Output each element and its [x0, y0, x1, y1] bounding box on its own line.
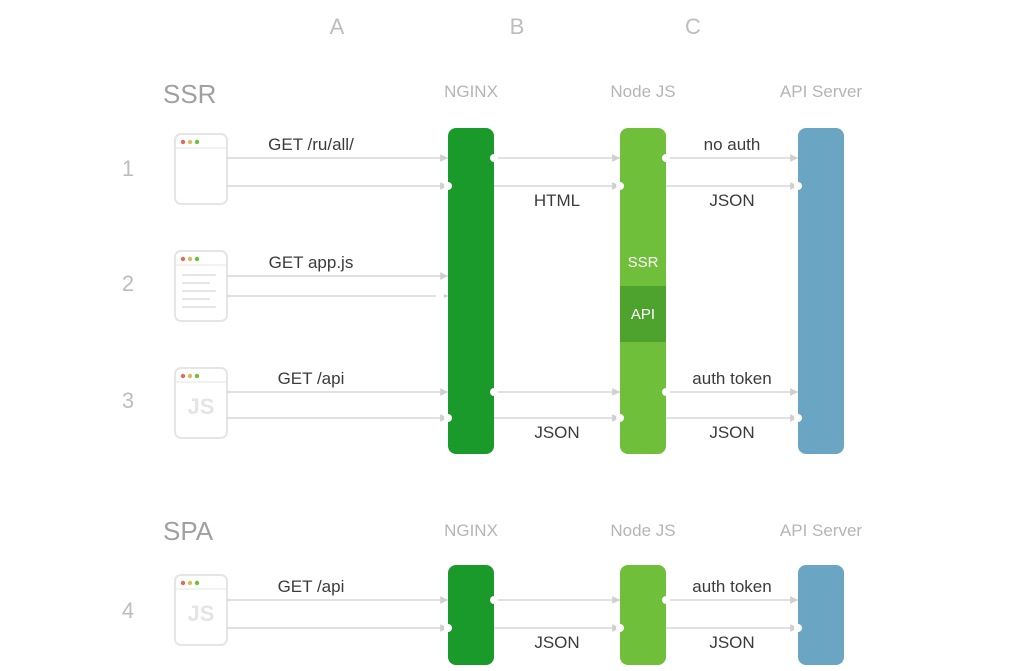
- flow-label: JSON: [709, 633, 754, 652]
- flow-dot: [490, 388, 498, 396]
- flow-dot: [490, 154, 498, 162]
- flow-label: JSON: [534, 423, 579, 442]
- column-letter-a: A: [330, 14, 345, 39]
- flow-dot: [436, 292, 444, 300]
- flow-dot: [616, 414, 624, 422]
- server-header-nginx: NGINX: [444, 521, 498, 540]
- browser-icon: JS: [175, 368, 227, 438]
- server-band-label: API: [631, 306, 655, 323]
- server-node: [620, 565, 666, 665]
- flow-dot: [616, 624, 624, 632]
- row-number: 4: [122, 598, 134, 623]
- flow-dot: [662, 388, 670, 396]
- js-label: JS: [188, 601, 215, 626]
- flow-dot: [794, 624, 802, 632]
- server-node: SSR API: [620, 128, 666, 454]
- server-api: [798, 128, 844, 454]
- flow-dot: [490, 596, 498, 604]
- flow-dot: [662, 596, 670, 604]
- flow-label: GET /api: [278, 369, 345, 388]
- server-header-api: API Server: [780, 82, 863, 101]
- flow-label: JSON: [709, 191, 754, 210]
- section-title-spa: SPA: [163, 516, 214, 546]
- flow-dot: [794, 182, 802, 190]
- flow-dot: [444, 624, 452, 632]
- server-nginx: [448, 565, 494, 665]
- flow-dot: [662, 154, 670, 162]
- flow-dot: [444, 414, 452, 422]
- browser-icon: [175, 251, 227, 321]
- row-number: 3: [122, 388, 134, 413]
- js-label: JS: [188, 394, 215, 419]
- flow-label: HTML: [534, 191, 580, 210]
- flow-dot: [444, 182, 452, 190]
- server-header-api: API Server: [780, 521, 863, 540]
- server-nginx: [448, 128, 494, 454]
- flow-dot: [794, 414, 802, 422]
- flow-label: GET /ru/all/: [268, 135, 354, 154]
- row-number: 2: [122, 271, 134, 296]
- section-title-ssr: SSR: [163, 79, 216, 109]
- server-header-nginx: NGINX: [444, 82, 498, 101]
- column-letter-b: B: [510, 14, 525, 39]
- column-letter-c: C: [685, 14, 701, 39]
- browser-icon: [175, 134, 227, 204]
- row-number: 1: [122, 156, 134, 181]
- flow-label: JSON: [534, 633, 579, 652]
- browser-icon: JS: [175, 575, 227, 645]
- server-band-label: SSR: [628, 254, 659, 271]
- flow-label: no auth: [704, 135, 761, 154]
- flow-label: auth token: [692, 369, 771, 388]
- flow-label: auth token: [692, 577, 771, 596]
- server-header-node: Node JS: [610, 82, 675, 101]
- server-header-node: Node JS: [610, 521, 675, 540]
- flow-label: GET app.js: [269, 253, 354, 272]
- server-api: [798, 565, 844, 665]
- flow-label: GET /api: [278, 577, 345, 596]
- architecture-diagram: A B C SSR NGINX Node JS API Server SSR API 1 GET /…: [0, 0, 1016, 671]
- flow-label: JSON: [709, 423, 754, 442]
- flow-dot: [616, 182, 624, 190]
